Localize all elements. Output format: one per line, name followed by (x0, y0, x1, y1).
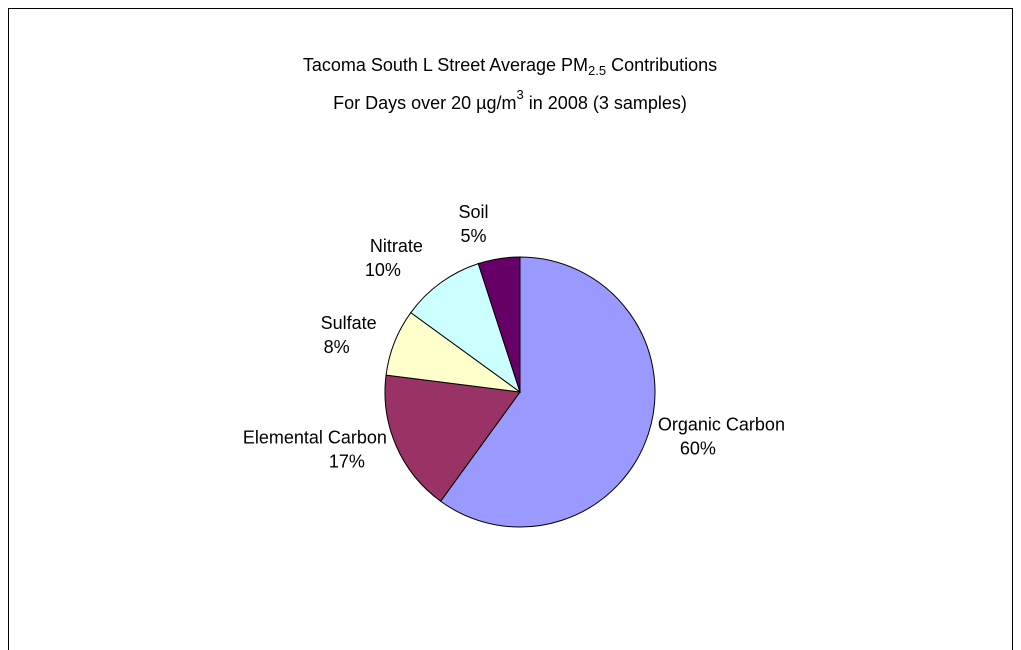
pie-slice (410, 262, 521, 394)
pie-slice (477, 256, 521, 393)
chart-subtitle: For Days over 20 µg/m3 in 2008 (3 sample… (333, 87, 687, 112)
slice-value-label: 8% (324, 337, 350, 357)
slice-label: Organic Carbon (658, 415, 785, 435)
slice-value-label: 10% (365, 260, 401, 280)
slice-label: Elemental Carbon (243, 427, 387, 447)
slice-value-label: 60% (680, 439, 716, 459)
slice-label: Sulfate (321, 313, 377, 333)
title-text: Tacoma South L Street Average PM (303, 55, 588, 75)
title-text: Contributions (606, 55, 717, 75)
pie-slice (384, 374, 521, 502)
subtitle-text: in 2008 (3 samples) (524, 93, 687, 113)
chart-title: Tacoma South L Street Average PM2.5 Cont… (303, 55, 717, 79)
slice-value-label: 17% (329, 451, 365, 471)
subtitle-text: For Days over 20 µg/m (333, 93, 516, 113)
title-subscript: 2.5 (588, 63, 606, 78)
slice-label: Nitrate (370, 236, 423, 256)
pie-slice (439, 256, 656, 528)
subtitle-superscript: 3 (517, 87, 524, 102)
slice-value-label: 5% (460, 226, 486, 246)
slice-label: Soil (458, 202, 488, 222)
